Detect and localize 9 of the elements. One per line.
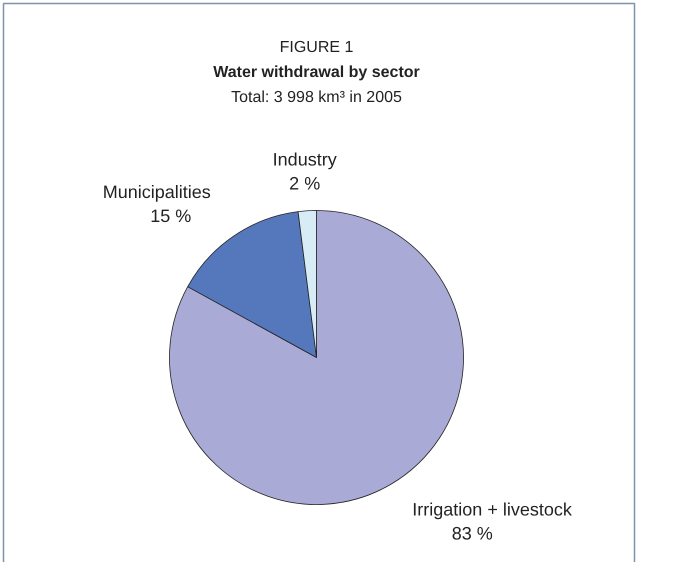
- slice-label: Industry: [272, 150, 337, 170]
- data-label: 2 %: [289, 174, 320, 194]
- slice-label: Irrigation + livestock: [412, 499, 573, 520]
- chart-subtitle: Total: 3 998 km³ in 2005: [231, 89, 402, 106]
- data-label: 15 %: [150, 206, 192, 226]
- caption: FIGURE 1: [280, 39, 354, 56]
- chart-title: Water withdrawal by sector: [213, 64, 420, 81]
- slice-label: Municipalities: [102, 182, 211, 202]
- data-label: 83 %: [452, 523, 493, 544]
